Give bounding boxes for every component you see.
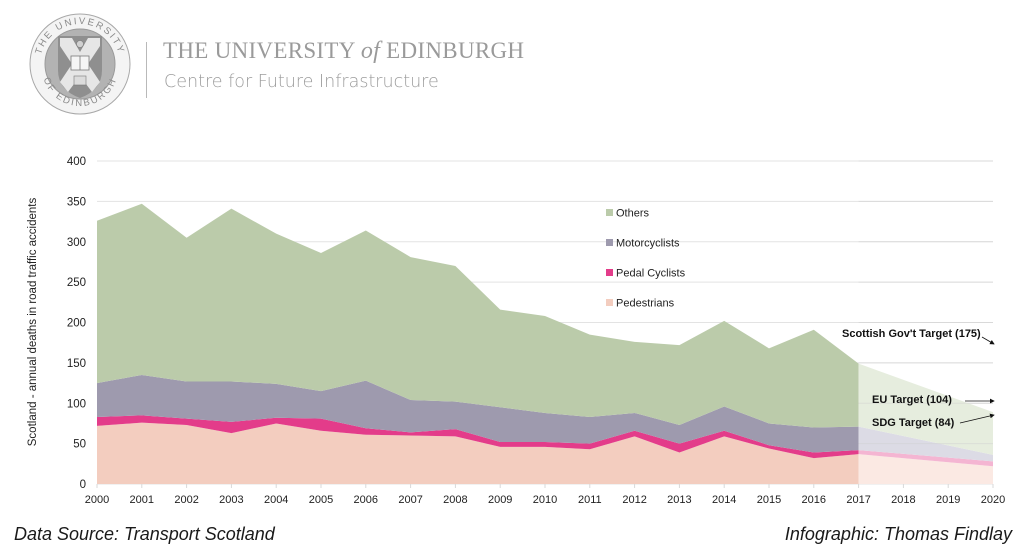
area-motorcyclists (97, 374, 859, 453)
target-label: EU Target (104) (872, 394, 952, 406)
target-label: SDG Target (84) (872, 417, 955, 429)
target-annotation: EU Target (104) (872, 394, 995, 406)
area-pedestrians (97, 422, 859, 484)
infographic-credit: Infographic: Thomas Findlay (784, 524, 1012, 544)
legend-item-pedal-cyclists: Pedal Cyclists (606, 268, 686, 280)
centre-name: Centre for Future Infrastructure (164, 72, 439, 92)
data-source-credit: Data Source: Transport Scotland (14, 524, 275, 544)
x-tick-label: 2008 (443, 494, 467, 506)
x-tick-label: 2004 (264, 494, 288, 506)
legend: Others Motorcyclists Pedal Cyclists Pedestr… (606, 208, 686, 310)
target-label: Scottish Gov't Target (175) (842, 328, 981, 340)
legend-swatch (606, 239, 613, 246)
x-tick-label: 2013 (667, 494, 691, 506)
x-tick-label: 2012 (622, 494, 646, 506)
university-name-part: THE UNIVERSITY (163, 38, 361, 63)
x-tick-label: 2014 (712, 494, 736, 506)
legend-swatch (606, 299, 613, 306)
y-tick-label: 200 (67, 318, 86, 330)
header: THE UNIVERSITY OF EDINBURGH THE UNIVERSI… (0, 0, 1024, 130)
legend-item-others: Others (606, 208, 650, 220)
x-tick-label: 2016 (802, 494, 826, 506)
x-tick-label: 2017 (846, 494, 870, 506)
university-name-of: of (360, 38, 381, 64)
projection-area-pedestrians (858, 454, 993, 484)
x-tick-label: 2020 (981, 494, 1005, 506)
target-arrow-icon (959, 413, 995, 424)
target-annotation: Scottish Gov't Target (175) (842, 328, 995, 345)
x-tick-label: 2015 (757, 494, 781, 506)
x-tick-label: 2000 (85, 494, 109, 506)
x-tick-label: 2002 (174, 494, 198, 506)
x-tick-label: 2003 (219, 494, 243, 506)
x-tick-label: 2005 (309, 494, 333, 506)
legend-label: Motorcyclists (616, 238, 680, 250)
x-tick-label: 2018 (891, 494, 915, 506)
y-axis-label: Scotland - annual deaths in road traffic… (27, 198, 39, 447)
y-tick-label: 50 (73, 439, 86, 451)
x-tick-label: 2007 (398, 494, 422, 506)
x-tick-label: 2006 (354, 494, 378, 506)
projection-area-pedal-cyclists (858, 450, 993, 467)
y-tick-label: 300 (67, 237, 86, 249)
x-tick-label: 2019 (936, 494, 960, 506)
legend-label: Others (616, 208, 650, 220)
x-tick-label: 2011 (578, 494, 602, 506)
target-annotations: Scottish Gov't Target (175) EU Target (10… (842, 328, 995, 429)
x-tick-label: 2009 (488, 494, 512, 506)
target-arrow-icon (981, 336, 995, 345)
y-tick-label: 250 (67, 277, 86, 289)
y-tick-label: 100 (67, 398, 86, 410)
target-annotation: SDG Target (84) (872, 413, 995, 429)
y-tick-label: 150 (67, 358, 86, 370)
x-tick-label: 2001 (130, 494, 154, 506)
projection-area-others (858, 363, 993, 455)
y-tick-label: 350 (67, 196, 86, 208)
legend-item-motorcyclists: Motorcyclists (606, 238, 680, 250)
area-others (97, 203, 859, 428)
area-series (97, 203, 859, 484)
university-name: THE UNIVERSITY of EDINBURGH (163, 38, 524, 65)
legend-swatch (606, 209, 613, 216)
y-tick-label: 0 (80, 479, 86, 491)
projection-areas (858, 160, 993, 484)
area-pedal-cyclists (97, 415, 859, 459)
header-divider (146, 42, 147, 98)
x-tick-label: 2010 (533, 494, 557, 506)
university-name-part: EDINBURGH (380, 38, 525, 63)
y-tick-label: 400 (67, 156, 86, 168)
x-axis-ticks: 2000 2001 2002 2003 2004 2005 2006 2007 2008 2009… (85, 484, 1005, 506)
legend-label: Pedal Cyclists (616, 268, 686, 280)
legend-label: Pedestrians (616, 298, 675, 310)
university-crest-icon: THE UNIVERSITY OF EDINBURGH (29, 13, 131, 115)
y-axis-ticks: 0 50 100 150 200 250 300 350 400 (67, 156, 86, 491)
legend-item-pedestrians: Pedestrians (606, 298, 675, 310)
legend-swatch (606, 269, 613, 276)
